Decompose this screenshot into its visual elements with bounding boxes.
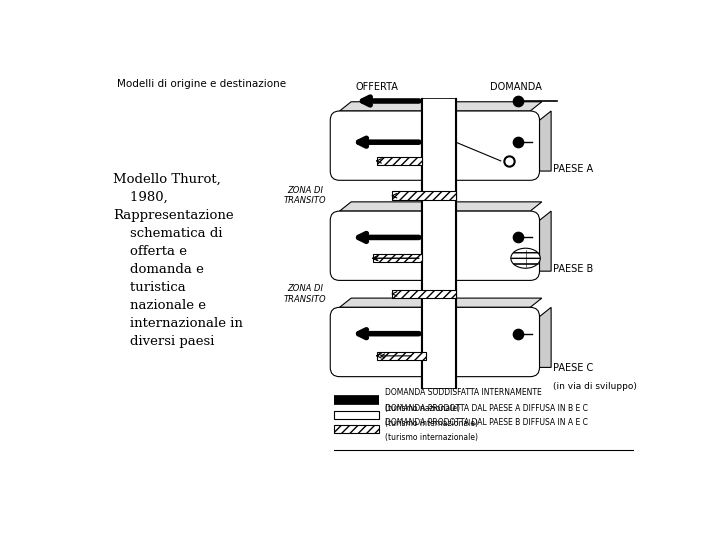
Text: Modello Thurot,
    1980,
Rappresentazione
    schematica di
    offerta e
    d: Modello Thurot, 1980, Rappresentazione s…	[113, 173, 243, 348]
Text: PAESE A: PAESE A	[554, 164, 593, 174]
Text: PAESE B: PAESE B	[554, 264, 594, 274]
Text: ZONA DI
TRANSITO: ZONA DI TRANSITO	[284, 284, 326, 303]
Polygon shape	[377, 157, 422, 165]
Point	[512, 329, 523, 338]
Polygon shape	[392, 192, 456, 200]
Polygon shape	[334, 425, 379, 433]
Text: DOMANDA PRODOTTA DAL PAESE B DIFFUSA IN A E C: DOMANDA PRODOTTA DAL PAESE B DIFFUSA IN …	[385, 418, 588, 427]
Polygon shape	[422, 99, 456, 388]
Text: (turismo internazionale): (turismo internazionale)	[385, 419, 478, 428]
Point	[512, 233, 523, 242]
Point	[503, 157, 514, 165]
Polygon shape	[539, 111, 551, 171]
FancyBboxPatch shape	[330, 111, 539, 180]
Point	[512, 97, 523, 105]
Point	[512, 138, 523, 146]
Polygon shape	[392, 289, 456, 298]
Text: ZONA DI
TRANSITO: ZONA DI TRANSITO	[284, 186, 326, 205]
Polygon shape	[340, 202, 542, 211]
Text: (turismo nazionale): (turismo nazionale)	[385, 403, 460, 413]
Polygon shape	[539, 307, 551, 367]
Polygon shape	[422, 99, 456, 388]
FancyBboxPatch shape	[330, 211, 539, 280]
Text: PAESE C: PAESE C	[554, 363, 594, 373]
Text: (in via di sviluppo): (in via di sviluppo)	[554, 382, 637, 391]
Text: Modelli di origine e destinazione: Modelli di origine e destinazione	[117, 79, 287, 89]
Polygon shape	[377, 352, 426, 360]
Ellipse shape	[510, 248, 540, 268]
Polygon shape	[373, 254, 422, 262]
Polygon shape	[539, 211, 551, 271]
Text: OFFERTA: OFFERTA	[355, 82, 398, 92]
Polygon shape	[334, 411, 379, 419]
Text: DOMANDA: DOMANDA	[490, 82, 542, 92]
Polygon shape	[340, 102, 542, 111]
Text: DOMANDA PRODOTTA DAL PAESE A DIFFUSA IN B E C: DOMANDA PRODOTTA DAL PAESE A DIFFUSA IN …	[385, 404, 588, 413]
FancyBboxPatch shape	[330, 307, 539, 377]
Polygon shape	[340, 298, 542, 307]
Text: DOMANDA SODDISFATTA INTERNAMENTE: DOMANDA SODDISFATTA INTERNAMENTE	[385, 388, 542, 397]
Text: (turismo internazionale): (turismo internazionale)	[385, 433, 478, 442]
